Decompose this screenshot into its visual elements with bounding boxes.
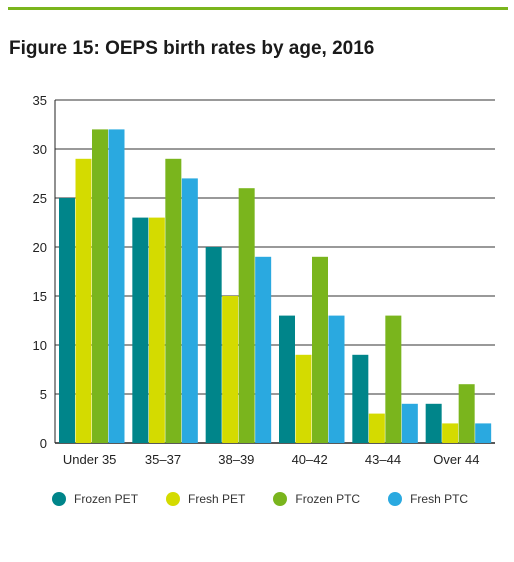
bar-fresh-pet — [148, 217, 165, 443]
bar-chart: 0 5 10 15 20 25 30 35 Under 35 35–37 38–39 40–42 43–… — [33, 93, 495, 467]
y-tick-label: 10 — [33, 338, 47, 353]
top-accent-rule — [8, 7, 508, 10]
bar-fresh-pet — [442, 423, 459, 443]
bar-frozen-pet — [279, 315, 295, 443]
bar-frozen-pet — [205, 247, 222, 443]
bar-fresh-ptc — [401, 403, 418, 443]
legend-swatch — [52, 492, 66, 506]
x-tick-label: 40–42 — [292, 452, 328, 467]
bar-fresh-pet — [75, 158, 92, 444]
bar-fresh-pet — [222, 296, 239, 443]
legend-item: Fresh PET — [166, 492, 245, 506]
bar-fresh-ptc — [108, 129, 125, 443]
legend-item: Fresh PTC — [388, 492, 468, 506]
chart-title: Figure 15: OEPS birth rates by age, 2016 — [9, 38, 375, 59]
y-tick-label: 5 — [40, 387, 47, 402]
bar-fresh-ptc — [475, 423, 492, 443]
y-tick-label: 20 — [33, 240, 47, 255]
chart-legend: Frozen PET Fresh PET Frozen PTC Fresh PTC — [52, 487, 502, 511]
x-tick-label: Over 44 — [433, 452, 479, 467]
legend-label: Fresh PET — [188, 492, 246, 506]
legend-swatch — [273, 492, 288, 506]
bar-frozen-ptc — [92, 129, 108, 443]
bar-frozen-ptc — [312, 256, 328, 443]
legend-swatch — [166, 492, 181, 506]
bar-frozen-pet — [352, 354, 369, 443]
bar-frozen-ptc — [165, 158, 182, 444]
bar-fresh-ptc — [181, 178, 198, 443]
legend-label: Fresh PTC — [410, 492, 469, 506]
bar-frozen-ptc — [238, 188, 255, 443]
legend-swatch — [388, 492, 403, 506]
bar-frozen-ptc — [458, 384, 475, 443]
y-tick-label: 0 — [40, 436, 47, 451]
x-tick-label: Under 35 — [63, 452, 116, 467]
x-tick-label: 43–44 — [365, 452, 401, 467]
legend-label: Frozen PET — [74, 492, 139, 506]
bar-frozen-ptc — [385, 315, 402, 443]
x-tick-label: 38–39 — [218, 452, 254, 467]
bar-fresh-pet — [295, 354, 312, 443]
x-tick-label: 35–37 — [145, 452, 181, 467]
bar-fresh-ptc — [328, 315, 345, 443]
y-tick-label: 35 — [33, 93, 47, 108]
bar-fresh-pet — [368, 413, 385, 443]
legend-item: Frozen PTC — [273, 492, 360, 506]
y-tick-label: 15 — [33, 289, 47, 304]
legend-item: Frozen PET — [52, 492, 138, 506]
legend-label: Frozen PTC — [295, 492, 361, 506]
bar-frozen-pet — [132, 217, 149, 443]
bar-frozen-pet — [425, 403, 442, 443]
y-tick-label: 25 — [33, 191, 47, 206]
y-tick-label: 30 — [33, 142, 47, 157]
bar-fresh-ptc — [255, 256, 272, 443]
bar-frozen-pet — [59, 198, 75, 443]
